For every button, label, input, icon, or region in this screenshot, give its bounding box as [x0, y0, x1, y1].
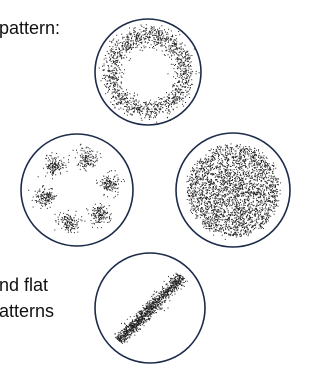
caption-line: nd flat	[0, 275, 48, 295]
caption-line: atterns	[0, 301, 54, 321]
figure: pattern: nd flat atterns	[0, 0, 308, 377]
caption-top: pattern:	[0, 18, 60, 38]
